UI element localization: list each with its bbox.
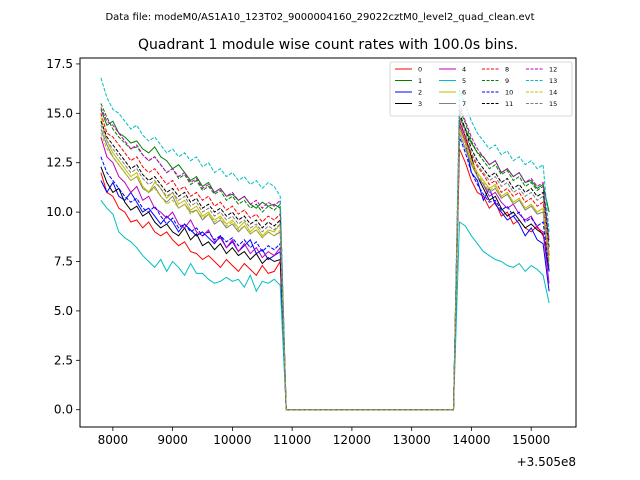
y-tick-label: 2.5 — [54, 353, 73, 367]
y-tick-label: 15.0 — [46, 106, 73, 120]
plot-frame — [79, 57, 577, 428]
series-line-11 — [100, 113, 550, 411]
legend-label-12: 12 — [549, 66, 557, 74]
series-line-10 — [100, 136, 550, 411]
legend-label-2: 2 — [418, 89, 422, 97]
legend-label-13: 13 — [549, 77, 557, 85]
legend-label-14: 14 — [549, 89, 557, 97]
plot-area — [80, 58, 576, 427]
series-line-13 — [100, 77, 550, 411]
x-tick-label: 8000 — [98, 433, 129, 447]
x-tick-label: 10000 — [213, 433, 251, 447]
x-axis-ticks: 8000 9000 10000 11000 12000 13000 14000 15000 — [98, 427, 550, 447]
legend-label-0: 0 — [418, 66, 422, 74]
series-line-14 — [100, 128, 550, 411]
legend-label-10: 10 — [505, 89, 513, 97]
legend-label-4: 4 — [462, 66, 466, 74]
y-tick-label: 5.0 — [54, 304, 73, 318]
axes-layer — [79, 57, 577, 428]
legend-label-9: 9 — [505, 77, 509, 85]
legend-label-7: 7 — [462, 100, 466, 108]
x-tick-label: 15000 — [512, 433, 550, 447]
series-layer — [100, 77, 550, 411]
figure-suptitle: Data file: modeM0/AS1A10_123T02_90000041… — [105, 12, 534, 23]
y-tick-label: 7.5 — [54, 255, 73, 269]
legend-label-1: 1 — [418, 77, 422, 85]
x-tick-label: 14000 — [452, 433, 490, 447]
x-tick-label: 12000 — [333, 433, 371, 447]
y-axis-ticks: 0.0 2.5 5.0 7.5 10.0 12.5 15.0 17.5 — [46, 57, 80, 417]
x-tick-label: 11000 — [273, 433, 311, 447]
chart-title: Quadrant 1 module wise count rates with … — [138, 37, 518, 53]
y-tick-label: 10.0 — [46, 205, 73, 219]
legend-label-11: 11 — [505, 100, 513, 108]
series-line-15 — [100, 117, 550, 411]
y-tick-label: 17.5 — [46, 57, 73, 71]
legend-label-5: 5 — [462, 77, 466, 85]
legend-label-8: 8 — [505, 66, 509, 74]
y-tick-label: 12.5 — [46, 156, 73, 170]
x-offset-label: +3.505e8 — [517, 455, 576, 469]
series-line-12 — [100, 105, 550, 411]
x-tick-label: 9000 — [157, 433, 188, 447]
legend-label-15: 15 — [549, 100, 557, 108]
series-line-9 — [100, 103, 550, 411]
x-tick-label: 13000 — [393, 433, 431, 447]
legend-frame — [389, 61, 573, 117]
legend-label-6: 6 — [462, 89, 466, 97]
legend-label-3: 3 — [418, 100, 422, 108]
y-tick-label: 0.0 — [54, 403, 73, 417]
